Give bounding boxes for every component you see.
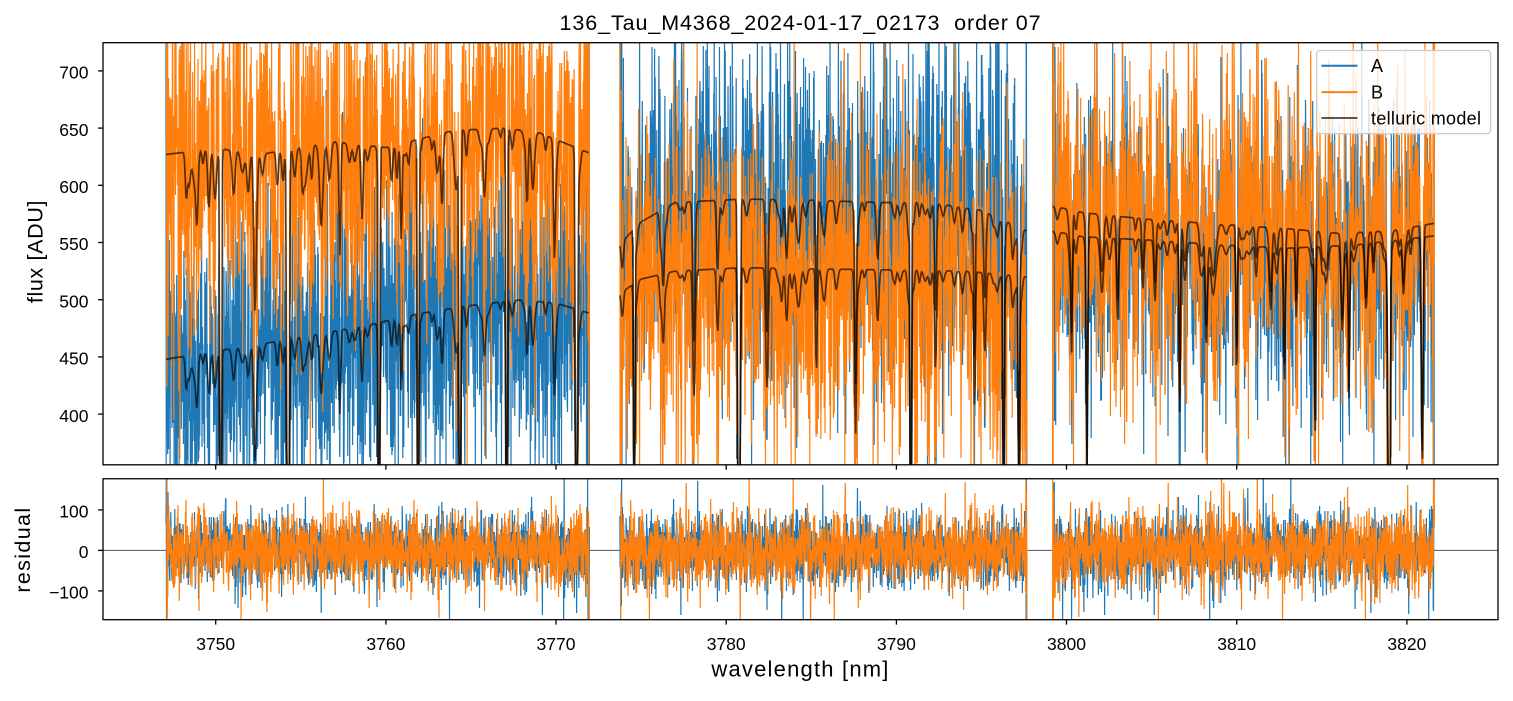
svg-text:residual: residual bbox=[11, 507, 35, 593]
svg-text:3810: 3810 bbox=[1217, 634, 1256, 654]
svg-text:650: 650 bbox=[59, 120, 88, 140]
svg-text:flux [ADU]: flux [ADU] bbox=[24, 200, 48, 303]
svg-text:550: 550 bbox=[59, 234, 88, 254]
svg-text:A: A bbox=[1371, 56, 1383, 76]
svg-text:−100: −100 bbox=[49, 583, 89, 603]
svg-text:700: 700 bbox=[59, 63, 88, 83]
svg-text:3750: 3750 bbox=[196, 634, 235, 654]
svg-text:450: 450 bbox=[59, 349, 88, 369]
svg-text:100: 100 bbox=[59, 502, 88, 522]
svg-text:3760: 3760 bbox=[366, 634, 405, 654]
svg-text:0: 0 bbox=[79, 542, 89, 562]
svg-text:telluric model: telluric model bbox=[1371, 108, 1481, 128]
svg-text:B: B bbox=[1371, 82, 1383, 102]
svg-text:500: 500 bbox=[59, 291, 88, 311]
svg-text:3820: 3820 bbox=[1387, 634, 1426, 654]
svg-text:3780: 3780 bbox=[707, 634, 746, 654]
svg-text:136_Tau_M4368_2024-01-17_02173: 136_Tau_M4368_2024-01-17_02173 order 07 bbox=[560, 11, 1042, 35]
svg-text:3770: 3770 bbox=[537, 634, 576, 654]
svg-text:3790: 3790 bbox=[877, 634, 916, 654]
svg-text:3800: 3800 bbox=[1047, 634, 1086, 654]
svg-text:400: 400 bbox=[59, 406, 88, 426]
svg-text:600: 600 bbox=[59, 177, 88, 197]
svg-text:wavelength [nm]: wavelength [nm] bbox=[710, 656, 889, 681]
